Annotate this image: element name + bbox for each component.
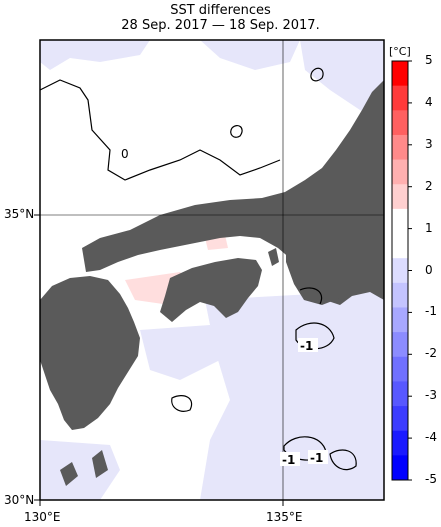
colorbar-tick-label: 2 (425, 178, 433, 193)
colorbar-tick-label: 5 (425, 53, 433, 67)
colorbar-swatch (392, 233, 408, 259)
graticule (40, 40, 384, 500)
land-honshu (82, 80, 384, 305)
colorbar-tick-label: -4 (425, 430, 437, 445)
land-kii-peninsula (286, 232, 346, 305)
contour-label-0: 0 (121, 147, 129, 161)
colorbar-swatch (392, 134, 408, 161)
contour-label-minus1-b: -1 (282, 453, 295, 467)
colorbar-tick-label: 1 (425, 220, 433, 235)
negative-area-north (200, 40, 300, 70)
contour-zero-north (39, 79, 281, 181)
contour-label-minus1-a: -1 (300, 339, 313, 353)
colorbar-tick-label: -2 (425, 346, 437, 361)
land-shikoku (160, 258, 262, 322)
colorbar-swatch (392, 282, 408, 308)
map-frame (39, 39, 385, 501)
colorbar-swatch (392, 307, 408, 333)
contour-minus1-sw-b (329, 449, 357, 471)
land-awaji (268, 248, 279, 266)
colorbar-swatch (392, 258, 408, 284)
negative-area-ne (300, 40, 384, 120)
colorbar-tick-label: -1 (425, 304, 437, 319)
colorbar-tick-label: 0 (425, 262, 433, 277)
colorbar-unit: [°C] (389, 45, 411, 58)
colorbar-swatch (392, 332, 408, 358)
map-subtitle: 28 Sep. 2017 — 18 Sep. 2017. (121, 18, 320, 33)
contour-label-bg-1 (298, 338, 318, 352)
contour-ring-1 (310, 67, 324, 82)
map-title: SST differences (170, 3, 271, 18)
colorbar-swatch (392, 356, 408, 382)
colorbar-swatch (392, 110, 408, 136)
colorbar (391, 60, 412, 481)
colorbar-swatch (392, 406, 408, 432)
colorbar-swatch (392, 159, 408, 185)
contour-label-minus1-c: -1 (310, 451, 323, 465)
contour-ring-2 (230, 124, 243, 138)
negative-area-south-pacific (200, 290, 384, 500)
colorbar-tick-label: 4 (425, 94, 433, 109)
colorbar-swatch (392, 208, 408, 235)
axis-ticks (34, 214, 284, 506)
land-kyushu (40, 276, 140, 430)
colorbar-swatch (392, 61, 408, 87)
colorbar-tick-label: 3 (425, 136, 433, 151)
colorbar-tick-label: -5 (425, 472, 437, 486)
negative-area-tosa (140, 325, 220, 380)
colorbar-swatch (392, 184, 408, 210)
colorbar-swatch (392, 381, 408, 407)
negative-area-nw (40, 40, 150, 70)
contour-label-bg-3 (308, 450, 328, 464)
colorbar-swatch (392, 430, 408, 456)
lat-label-35: 35°N (4, 207, 35, 221)
colorbar-swatch (392, 455, 408, 481)
contour-label-bg-2 (280, 452, 300, 466)
contour-ring-3 (171, 395, 193, 412)
contour-kii (299, 287, 323, 305)
lon-label-135: 135°E (266, 510, 303, 524)
lat-label-30: 30°N (4, 493, 35, 507)
colorbar-swatch (392, 85, 408, 111)
land-island-2 (92, 450, 108, 478)
colorbar-tick-label: -3 (425, 388, 437, 403)
land-island-1 (60, 462, 78, 486)
lon-label-130: 130°E (24, 510, 61, 524)
